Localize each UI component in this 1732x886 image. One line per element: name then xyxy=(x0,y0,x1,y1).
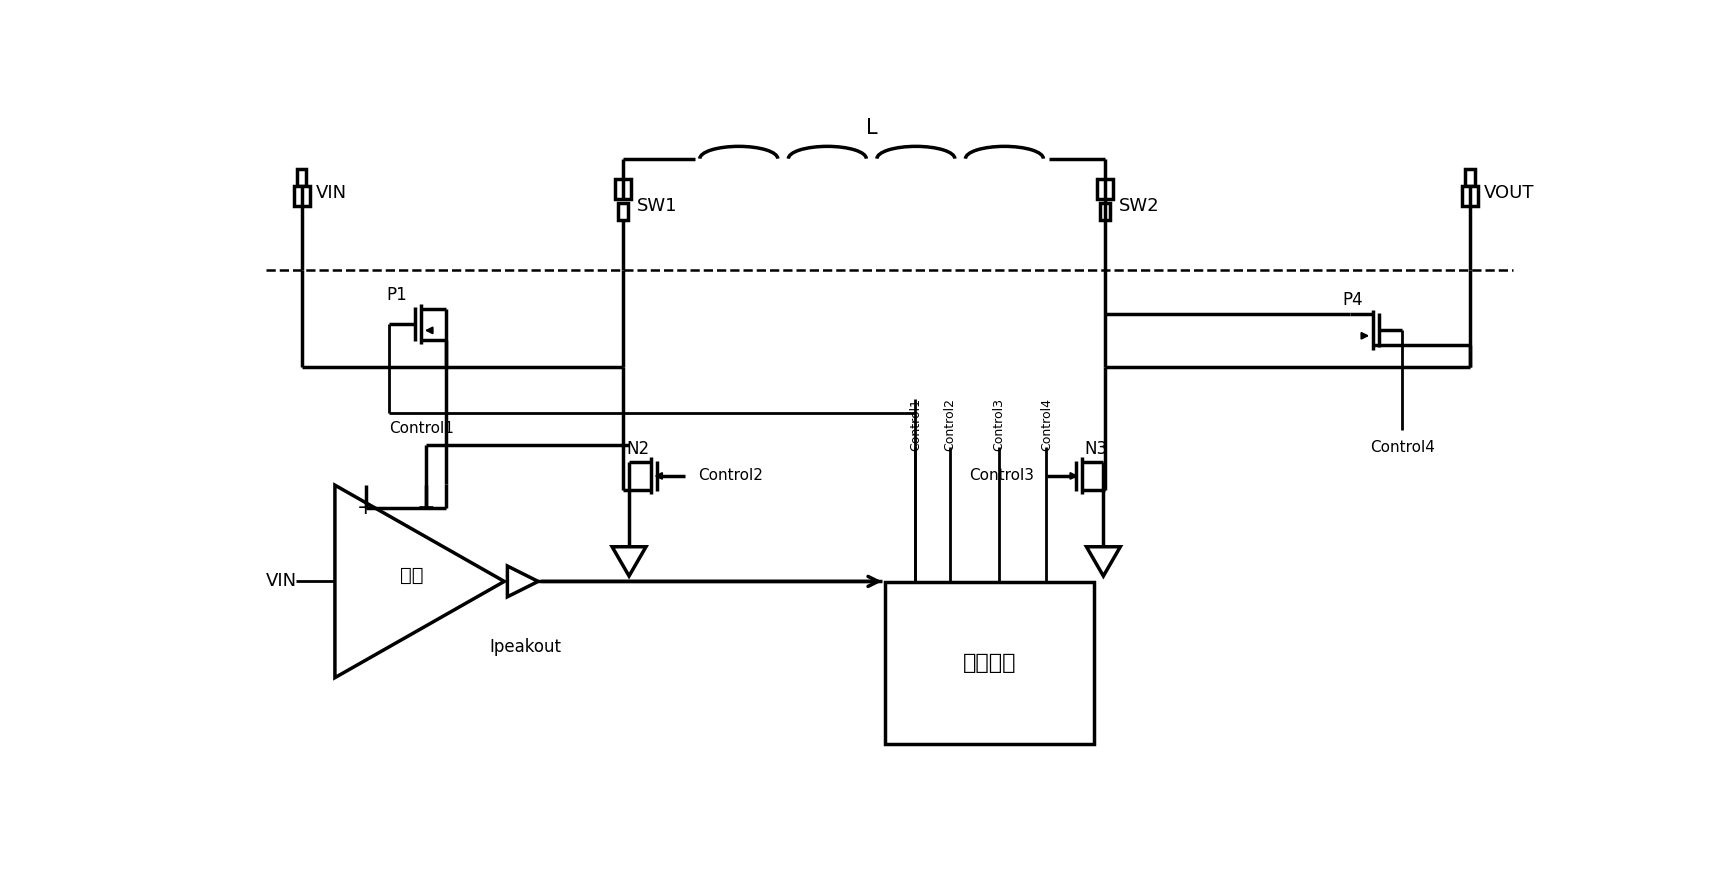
Text: Control3: Control3 xyxy=(992,399,1005,451)
Text: Control1: Control1 xyxy=(388,421,454,436)
Bar xyxy=(1462,186,1477,206)
Bar xyxy=(885,582,1093,744)
Text: Ipeakout: Ipeakout xyxy=(488,638,561,657)
Text: Control4: Control4 xyxy=(1368,440,1434,455)
Text: Control1: Control1 xyxy=(909,399,921,451)
Bar xyxy=(615,179,630,198)
Text: 控制模块: 控制模块 xyxy=(961,653,1015,673)
Text: +: + xyxy=(357,498,374,518)
Text: P1: P1 xyxy=(386,286,407,304)
Bar xyxy=(1096,179,1112,198)
Text: P4: P4 xyxy=(1342,291,1363,309)
Text: VIN: VIN xyxy=(265,572,296,590)
Text: Control4: Control4 xyxy=(1039,399,1053,451)
Bar xyxy=(294,186,310,206)
Bar xyxy=(1100,204,1108,221)
Text: L: L xyxy=(866,118,876,138)
Bar xyxy=(1465,168,1474,186)
Bar xyxy=(618,204,627,221)
Text: N3: N3 xyxy=(1084,440,1107,458)
Text: SW1: SW1 xyxy=(636,198,677,215)
Text: VOUT: VOUT xyxy=(1483,183,1533,201)
Text: Control3: Control3 xyxy=(968,469,1034,484)
Text: −: − xyxy=(416,498,435,518)
Bar xyxy=(296,168,307,186)
Text: VIN: VIN xyxy=(315,183,346,201)
Text: N2: N2 xyxy=(627,440,650,458)
Text: SW2: SW2 xyxy=(1119,198,1159,215)
Text: Control2: Control2 xyxy=(698,469,762,484)
Text: 运放: 运放 xyxy=(400,566,423,585)
Text: Control2: Control2 xyxy=(944,399,956,451)
